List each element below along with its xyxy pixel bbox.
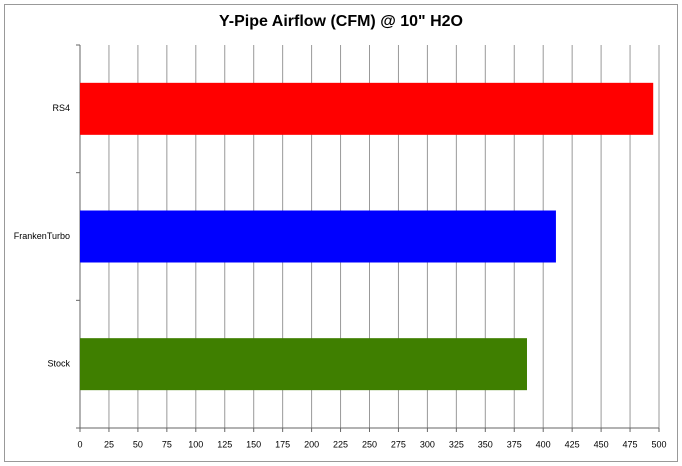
x-tick-label: 375 bbox=[507, 439, 522, 449]
x-tick-label: 175 bbox=[275, 439, 290, 449]
bar bbox=[80, 210, 556, 263]
y-tick-label: FrankenTurbo bbox=[14, 231, 70, 241]
x-tick-label: 150 bbox=[246, 439, 261, 449]
x-tick-label: 225 bbox=[333, 439, 348, 449]
y-tick-label: Stock bbox=[47, 359, 70, 369]
bar bbox=[80, 82, 654, 135]
x-tick-label: 25 bbox=[104, 439, 114, 449]
x-tick-label: 350 bbox=[478, 439, 493, 449]
chart-title: Y-Pipe Airflow (CFM) @ 10" H2O bbox=[219, 13, 463, 30]
x-tick-label: 50 bbox=[133, 439, 143, 449]
x-tick-label: 325 bbox=[449, 439, 464, 449]
x-tick-label: 425 bbox=[565, 439, 580, 449]
x-tick-label: 0 bbox=[77, 439, 82, 449]
x-tick-label: 400 bbox=[536, 439, 551, 449]
x-tick-label: 475 bbox=[623, 439, 638, 449]
x-tick-label: 200 bbox=[304, 439, 319, 449]
x-tick-label: 500 bbox=[651, 439, 666, 449]
x-tick-label: 125 bbox=[217, 439, 232, 449]
bar bbox=[80, 338, 527, 391]
y-tick-label: RS4 bbox=[52, 103, 70, 113]
x-tick-label: 75 bbox=[162, 439, 172, 449]
x-tick-label: 275 bbox=[391, 439, 406, 449]
x-tick-label: 100 bbox=[188, 439, 203, 449]
x-tick-label: 450 bbox=[594, 439, 609, 449]
x-tick-label: 250 bbox=[362, 439, 377, 449]
x-tick-label: 300 bbox=[420, 439, 435, 449]
